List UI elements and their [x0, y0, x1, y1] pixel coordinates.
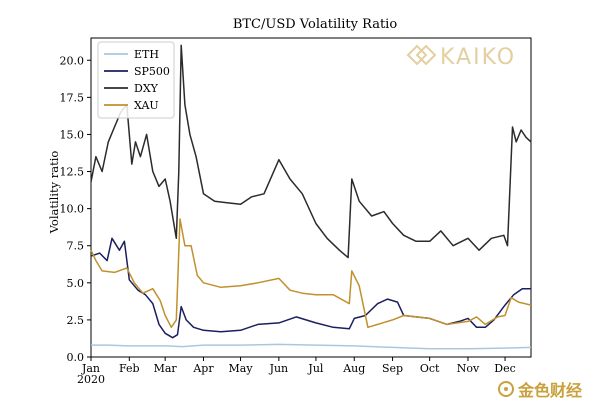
x-tick-label: Sep — [382, 362, 403, 375]
y-tick-label: 7.5 — [67, 240, 85, 253]
x-tick-label: May — [229, 362, 254, 375]
series-lines — [90, 44, 532, 350]
y-tick-label: 17.5 — [60, 91, 85, 104]
y-tick-label: 0.0 — [67, 351, 85, 364]
y-tick-label: 5.0 — [67, 277, 85, 290]
x-tick-label: Mar — [154, 362, 178, 375]
x-tick-label: Jul — [307, 362, 323, 375]
series-line-eth — [91, 343, 532, 350]
y-tick-label: 10.0 — [60, 203, 85, 216]
y-tick-label: 12.5 — [60, 166, 85, 179]
kaiko-logo: KAIKO — [406, 44, 516, 70]
chart-title: BTC/USD Volatility Ratio — [233, 17, 398, 32]
series-line-dxy — [90, 44, 532, 259]
plot-frame — [90, 37, 532, 358]
x-tick-label: Aug — [342, 362, 365, 375]
y-axis-label: Volatility ratio — [47, 151, 61, 235]
kaiko-wordmark: KAIKO — [440, 45, 516, 70]
legend-label-sp500: SP500 — [134, 65, 170, 78]
x-tick-label: Feb — [119, 362, 140, 375]
legend: ETH SP500 DXY XAU — [97, 41, 175, 119]
legend-label-eth: ETH — [134, 48, 159, 61]
y-tick-label: 15.0 — [60, 128, 85, 141]
corner-watermark: 金色财经 — [497, 377, 582, 401]
x-tick-label: Apr — [192, 362, 214, 375]
coin-icon — [497, 381, 514, 397]
y-tick-label: 20.0 — [60, 54, 85, 67]
corner-watermark-text: 金色财经 — [517, 381, 582, 400]
x-tick-label: Dec — [494, 362, 516, 375]
legend-label-dxy: DXY — [134, 82, 159, 95]
legend-box — [97, 41, 175, 119]
series-line-xau — [90, 218, 532, 329]
kaiko-diamond-icon — [406, 44, 437, 66]
axes: 0.0 2.5 5.0 7.5 10.0 12.5 15.0 17.5 20.0 Jan Feb Ma… — [60, 37, 532, 375]
x-tick-label: Jun — [269, 362, 289, 375]
series-line-sp500 — [90, 237, 531, 339]
y-tick-label: 2.5 — [67, 314, 85, 327]
x-tick-label: Nov — [457, 362, 480, 375]
x-tick-label: Jan — [81, 362, 100, 375]
legend-label-xau: XAU — [134, 99, 159, 112]
x-tick-label: Oct — [420, 362, 440, 375]
x-year-label: 2020 — [77, 373, 105, 386]
